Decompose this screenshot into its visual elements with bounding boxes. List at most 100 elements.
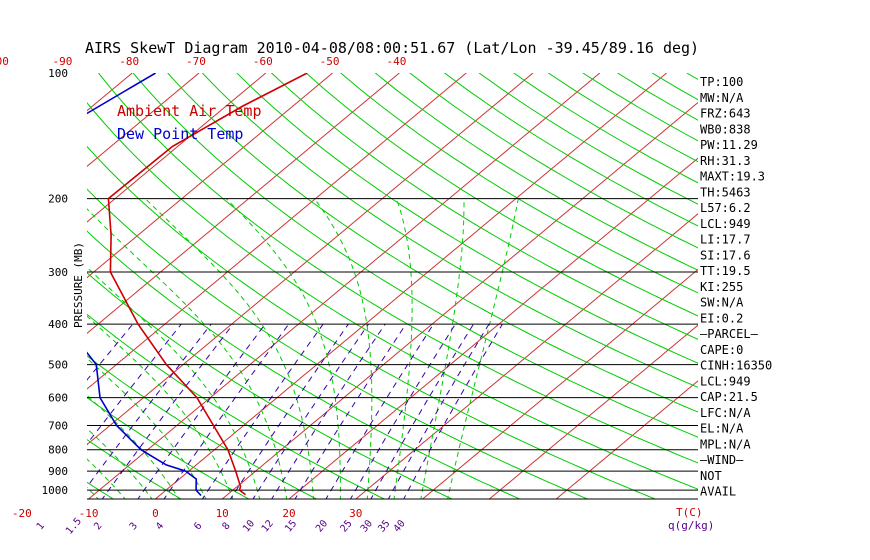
- legend-dewpoint: Dew Point Temp: [117, 125, 243, 143]
- index-label: SI:17.6: [700, 248, 751, 262]
- mixing-ratio-line: [87, 323, 182, 445]
- moist-adiabat-line: [393, 198, 413, 499]
- isotherm-line: [355, 213, 698, 499]
- dry-adiabat-line: [271, 73, 698, 340]
- mixing-ratio-tick-label: 10: [241, 518, 257, 534]
- y-axis-label: PRESSURE (MB): [72, 242, 85, 328]
- pressure-tick-label: 500: [48, 359, 68, 372]
- mixing-ratio-line: [403, 323, 503, 499]
- mixing-ratio-tick-label: 30: [359, 518, 375, 534]
- mixing-ratio-line: [252, 323, 369, 499]
- index-label: —WIND—: [700, 453, 744, 467]
- moist-adiabat-line: [87, 394, 180, 499]
- index-label: EL:N/A: [700, 422, 744, 436]
- index-label: L57:6.2: [700, 201, 751, 215]
- moist-adiabat-line: [420, 198, 465, 499]
- pressure-tick-label: 200: [48, 193, 68, 206]
- profile-lines: [87, 73, 308, 497]
- dry-adiabat-line: [87, 188, 589, 499]
- index-label: TT:19.5: [700, 264, 751, 278]
- dry-adiabat-line: [132, 73, 698, 438]
- pressure-tick-label: 1000: [42, 484, 69, 497]
- index-label: PW:11.29: [700, 138, 758, 152]
- pressure-tick-label: 100: [48, 67, 68, 80]
- mixing-ratio-line: [137, 323, 266, 499]
- index-label: FRZ:643: [700, 107, 751, 121]
- isotherm-line: [488, 324, 698, 499]
- index-label: LFC:N/A: [700, 406, 751, 420]
- mixing-ratio-line: [101, 323, 234, 499]
- moist-adiabat-line: [144, 198, 315, 499]
- index-label: MAXT:19.3: [700, 170, 765, 184]
- moist-adiabat-line: [225, 198, 341, 499]
- index-label: CAPE:0: [700, 343, 743, 357]
- index-label: WB0:838: [700, 122, 751, 136]
- isotherm-line: [87, 73, 400, 334]
- mixing-ratio-tick-label: 6: [192, 521, 204, 533]
- dry-adiabat-line: [236, 73, 698, 364]
- bottom-temp-tick-label: -10: [79, 507, 99, 520]
- mixing-ratio-line: [201, 323, 324, 499]
- top-temp-tick-label: -40: [386, 55, 406, 68]
- bottom-temp-tick-label: 0: [152, 507, 159, 520]
- mixing-ratio-tick-label: 25: [339, 518, 355, 534]
- index-label: KI:255: [700, 280, 743, 294]
- chart-title: AIRS SkewT Diagram 2010-04-08/08:00:51.6…: [85, 39, 699, 57]
- bottom-temp-tick-label: -20: [12, 507, 32, 520]
- index-label: MW:N/A: [700, 91, 744, 105]
- isotherm-line: [87, 73, 133, 112]
- mixing-ratio-line: [271, 323, 386, 499]
- index-label: CINH:16350: [700, 359, 772, 373]
- mixing-ratio-line: [0, 324, 32, 501]
- index-label: TP:100: [700, 75, 743, 89]
- pressure-tick-labels: 100 200 300 400 500 600 700 800 900 1000: [42, 67, 69, 497]
- moist-adiabat-line: [313, 198, 373, 499]
- index-label: CAP:21.5: [700, 390, 758, 404]
- dry-adiabat-line: [201, 73, 698, 388]
- top-temp-tick-label: -50: [320, 55, 340, 68]
- mixing-ratio-line: [229, 323, 349, 499]
- top-temp-tick-label: -80: [119, 55, 139, 68]
- index-label: MPL:N/A: [700, 437, 751, 451]
- isobars: [87, 198, 698, 500]
- isotherm-line: [421, 268, 698, 499]
- isotherm-line: [87, 73, 467, 390]
- legend: Ambient Air Temp Dew Point Temp: [117, 102, 262, 143]
- mixing-unit-label: q(g/kg): [668, 519, 714, 532]
- top-temp-tick-label: -70: [186, 55, 206, 68]
- isotherm-line: [87, 73, 534, 446]
- pressure-tick-label: 600: [48, 392, 68, 405]
- mixing-ratio-tick-label: 35: [376, 518, 392, 534]
- pressure-tick-label: 400: [48, 318, 68, 331]
- dewpoint-temp-line: [87, 73, 202, 497]
- mixing-ratio-line: [163, 323, 290, 499]
- top-temp-tick-label: -100: [0, 55, 9, 68]
- moist-adiabat-line: [87, 208, 288, 499]
- legend-ambient: Ambient Air Temp: [117, 102, 262, 120]
- dry-adiabat-line: [167, 73, 698, 413]
- index-label: EI:0.2: [700, 311, 743, 325]
- index-label: LCL:949: [700, 217, 751, 231]
- dry-adiabat-line: [305, 73, 698, 317]
- top-temp-tick-label: -90: [52, 55, 72, 68]
- dry-adiabat-line: [0, 73, 48, 501]
- mixing-ratio-line: [294, 323, 407, 499]
- bottom-temp-tick-label: 30: [349, 507, 362, 520]
- ambient-temp-line: [107, 73, 308, 496]
- mixing-ratio-line: [387, 323, 490, 499]
- top-temp-tick-labels: -120-110-100-90-80-70-60-50-40: [0, 55, 406, 68]
- dry-adiabat-line: [98, 73, 698, 464]
- x-axis-label: T(C): [676, 506, 703, 519]
- mixing-ratio-tick-label: 20: [314, 518, 330, 534]
- index-label: TH:5463: [700, 185, 751, 199]
- mixing-ratio-tick-label: 3: [128, 521, 140, 533]
- moist-adiabat-line: [447, 198, 519, 499]
- bottom-temp-tick-label: 20: [282, 507, 295, 520]
- mixing-ratio-tick-label: 2: [92, 521, 104, 533]
- mixing-ratio-tick-label: 8: [220, 521, 232, 533]
- index-label: LCL:949: [700, 374, 751, 388]
- mixing-ratio-tick-label: 4: [154, 521, 166, 533]
